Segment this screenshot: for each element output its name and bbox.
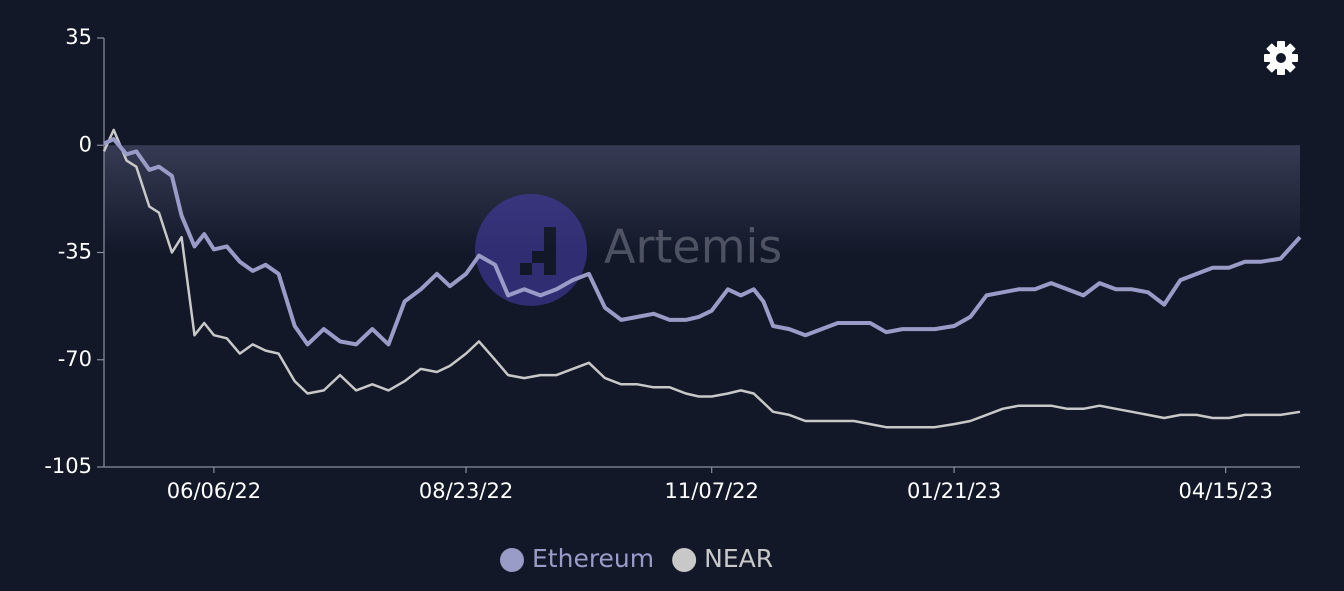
x-tick-label: 11/07/22 (665, 479, 759, 503)
baseline-shade (104, 145, 1300, 256)
watermark-logo (475, 194, 587, 306)
watermark-logo-mark (508, 227, 556, 275)
x-tick-label: 04/15/23 (1178, 479, 1272, 503)
line-series (103, 137, 1302, 347)
x-tick-label: 01/21/23 (907, 479, 1001, 503)
legend-swatch (672, 548, 697, 572)
legend-item[interactable]: NEAR (672, 544, 773, 573)
y-tick-label: -70 (58, 347, 92, 371)
legend-label: Ethereum (532, 544, 654, 573)
y-tick-label: -35 (58, 240, 92, 264)
legend-label: NEAR (704, 544, 773, 573)
watermark-text: Artemis (604, 220, 782, 274)
legend-item[interactable]: Ethereum (500, 544, 654, 573)
settings-icon[interactable] (1264, 41, 1298, 75)
watermark: Artemis (475, 194, 782, 306)
y-tick-label: 35 (65, 25, 92, 49)
y-tick-label: 0 (79, 132, 92, 156)
x-tick-label: 06/06/22 (167, 479, 261, 503)
line-series (102, 128, 1301, 429)
x-tick-label: 08/23/22 (419, 479, 513, 503)
legend-swatch (500, 548, 524, 572)
y-tick-label: -105 (44, 454, 92, 478)
